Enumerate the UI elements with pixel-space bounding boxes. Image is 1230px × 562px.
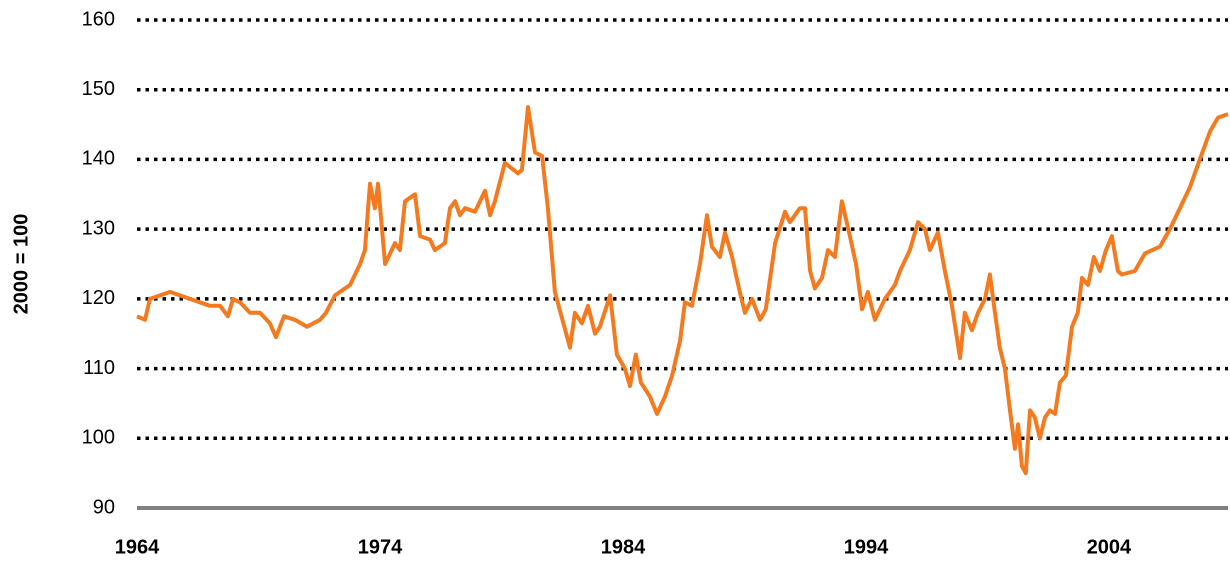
x-tick-label: 1974 <box>358 536 403 558</box>
x-tick-label: 1994 <box>844 536 889 558</box>
x-tick-label: 2004 <box>1087 536 1132 558</box>
y-axis-label: 2000 = 100 <box>10 214 32 315</box>
y-tick-label: 100 <box>82 427 115 449</box>
y-tick-label: 120 <box>82 287 115 309</box>
y-tick-label: 110 <box>83 357 115 379</box>
y-tick-label: 130 <box>82 217 115 239</box>
y-tick-label: 140 <box>82 148 115 170</box>
y-tick-label: 150 <box>82 78 115 100</box>
y-tick-label: 160 <box>82 8 115 30</box>
line-series <box>136 105 1229 476</box>
x-tick-label: 1984 <box>601 536 646 558</box>
x-tick-label: 1964 <box>115 536 160 558</box>
y-tick-label: 90 <box>93 496 115 518</box>
